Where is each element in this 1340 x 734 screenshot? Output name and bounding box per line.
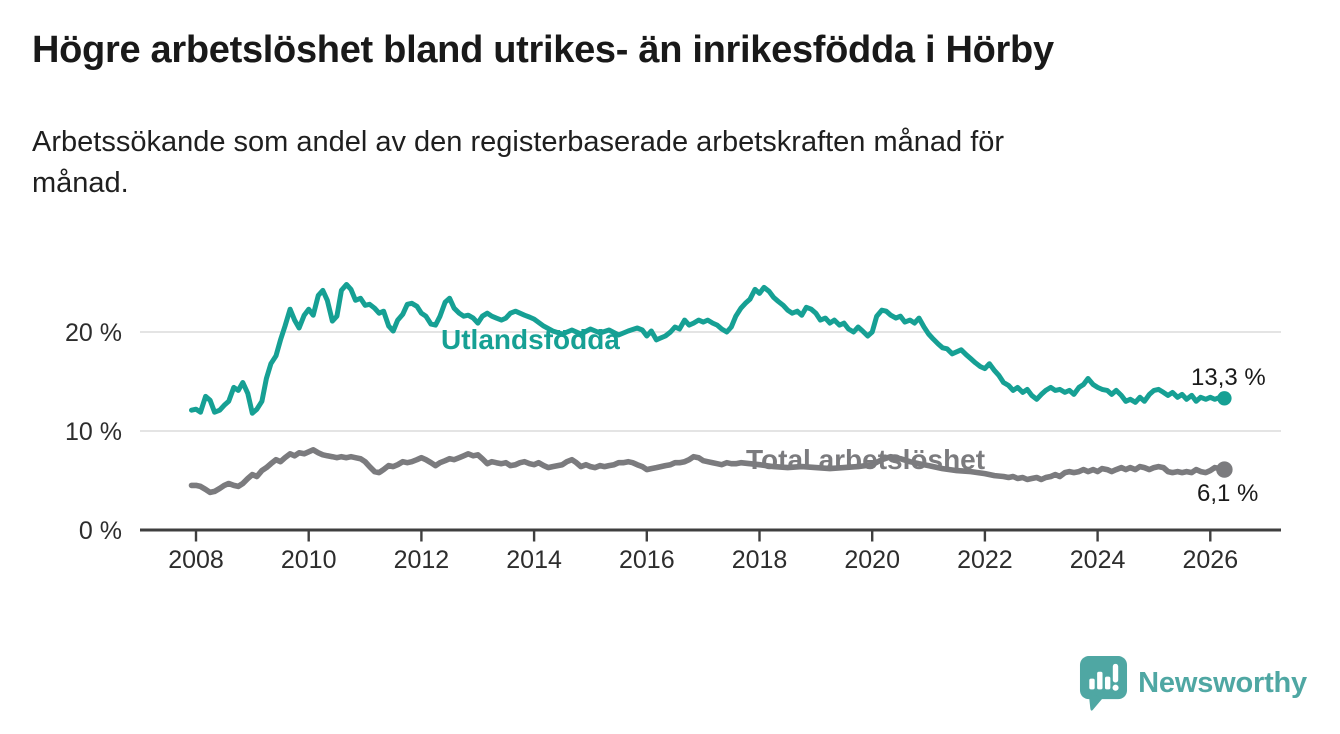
series-label-total-arbetsloshet: Total arbetslöshet [746,444,985,475]
chart-subtitle: Arbetssökande som andel av den registerb… [32,122,1272,204]
series-line-utlandsfodda [189,282,1227,416]
x-axis-tick-label: 2018 [732,546,788,574]
x-axis-tick-label: 2014 [506,546,562,574]
x-axis-tick-label: 2010 [281,546,337,574]
x-axis-tick-label: 2026 [1182,546,1238,574]
newsworthy-speech-bubble-bar-chart-icon [1080,655,1128,711]
end-value-label-utlandsfodda: 13,3 % [1191,364,1266,391]
gridlines-layer: 0 % 10 % 20 % [65,319,1281,545]
x-axis-tick-label: 2008 [168,546,224,574]
subtitle-line-1: Arbetssökande som andel av den registerb… [32,126,1005,158]
logo-text: Newsworthy [1138,666,1307,699]
series-lines-layer [188,282,1228,496]
subtitle-line-2: månad. [32,167,129,199]
y-axis-tick-label: 20 % [65,319,122,347]
newsworthy-logo: Newsworthy [1079,654,1307,712]
x-axis-tick-label: 2024 [1070,546,1126,574]
y-axis-tick-label: 10 % [65,418,122,446]
series-end-dot-utlandsfodda [1217,391,1232,406]
end-value-label-total-arbetsloshet: 6,1 % [1197,480,1258,507]
end-dots-layer [1216,391,1233,478]
series-line-total-arbetsloshet [188,446,1228,496]
x-axis-tick-label: 2012 [394,546,450,574]
axis-layer: 2008 2010 2012 2014 2016 2018 2020 2022 2024 2026 [140,528,1281,574]
x-axis-tick-label: 2020 [844,546,900,574]
series-end-dot-total-arbetsloshet [1216,461,1233,478]
x-axis-tick-label: 2022 [957,546,1013,574]
series-label-utlandsfodda: Utlandsfödda [441,324,620,355]
x-axis-tick-label: 2016 [619,546,675,574]
page-title: Högre arbetslöshet bland utrikes- än inr… [32,29,1054,71]
y-axis-tick-label: 0 % [79,517,122,545]
